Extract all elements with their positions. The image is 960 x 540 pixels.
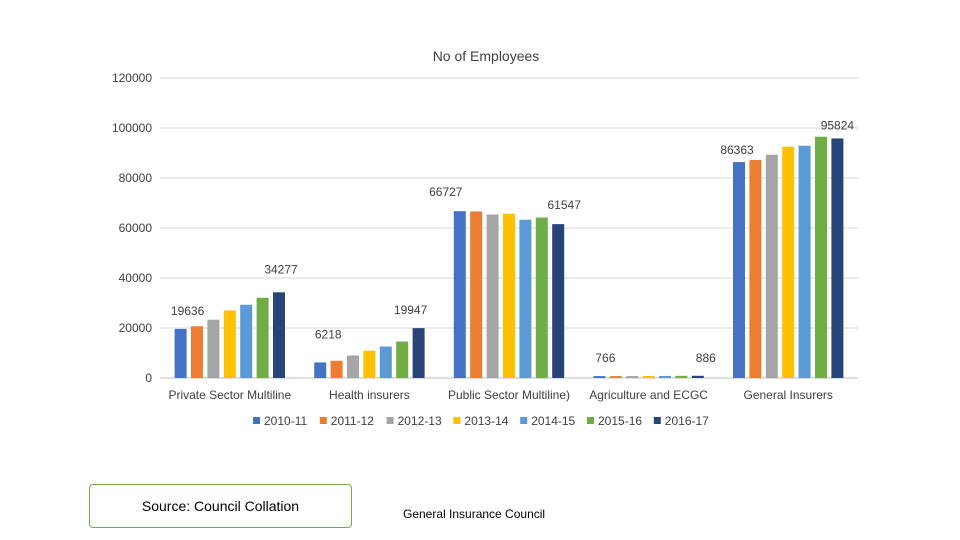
- legend-label: 2011-12: [331, 414, 374, 428]
- legend-label: 2010-11: [264, 414, 307, 428]
- data-label: 34277: [264, 262, 298, 276]
- bar-2015-16: [396, 341, 409, 378]
- bar-2011-12: [609, 376, 622, 378]
- legend: 2010-11 2011-12 2012-13 2013-14 2014-15 2015-…: [253, 414, 709, 428]
- bar-2013-14: [503, 213, 515, 378]
- legend-label: 2016-17: [665, 414, 709, 428]
- data-label: 766: [595, 351, 615, 365]
- bar-2010-11: [314, 362, 327, 378]
- y-tick-label: 100000: [112, 121, 152, 135]
- bar-2012-13: [207, 319, 220, 378]
- category-label: Agriculture and ECGC: [589, 388, 708, 402]
- legend-label: 2014-15: [531, 414, 575, 428]
- bar-2010-11: [593, 376, 606, 378]
- data-label: 19636: [171, 304, 205, 318]
- bar-2013-14: [363, 350, 376, 378]
- legend-swatch: [587, 417, 594, 424]
- legend-swatch: [319, 417, 327, 424]
- source-text: Source: Council Collation: [141, 498, 300, 514]
- bar-2016-17: [412, 328, 425, 378]
- y-tick-label: 80000: [119, 171, 153, 185]
- y-tick-label: 0: [145, 371, 152, 385]
- category-label: Public Sector Multiline): [448, 388, 570, 402]
- bar-2012-13: [347, 355, 359, 378]
- category-label: Health insurers: [329, 388, 410, 402]
- bar-2012-13: [765, 154, 778, 378]
- y-tick-label: 40000: [119, 271, 153, 285]
- bar-2014-15: [240, 304, 253, 378]
- bar-2015-16: [815, 136, 827, 378]
- bar-2011-12: [191, 326, 203, 378]
- footer-text: General Insurance Council: [403, 507, 546, 521]
- category-label: General Insurers: [744, 388, 833, 402]
- bar-2012-13: [486, 214, 499, 378]
- bar-2014-15: [379, 346, 392, 378]
- bar-2014-15: [519, 219, 532, 378]
- bar-2013-14: [642, 376, 655, 378]
- data-label: 6218: [315, 327, 342, 341]
- data-label: 19947: [394, 303, 428, 317]
- chart-title: No of Employees: [433, 48, 540, 64]
- bar-2010-11: [733, 162, 745, 378]
- bar-2016-17: [273, 292, 285, 378]
- data-label: 66727: [429, 185, 463, 199]
- legend-swatch: [653, 417, 661, 424]
- legend-label: 2015-16: [598, 414, 642, 428]
- bar-chart: No of Employees 0 20000 40000 60000 80000 100…: [112, 48, 858, 428]
- y-tick-label: 120000: [112, 71, 152, 85]
- category-label: Private Sector Multiline: [168, 388, 291, 402]
- bar-2016-17: [691, 375, 704, 378]
- data-label: 95824: [821, 118, 855, 132]
- bar-2014-15: [659, 375, 671, 378]
- legend-swatch: [386, 417, 394, 424]
- bar-2016-17: [831, 138, 844, 378]
- bar-2013-14: [782, 146, 795, 378]
- legend-swatch: [253, 417, 260, 424]
- bar-2013-14: [223, 310, 236, 378]
- source-box: Source: Council Collation: [89, 484, 352, 528]
- data-label: 86363: [720, 143, 754, 157]
- bar-2011-12: [749, 160, 762, 378]
- bar-2015-16: [675, 375, 688, 378]
- legend-swatch: [520, 417, 528, 424]
- bar-2011-12: [470, 211, 483, 378]
- bar-2016-17: [552, 224, 565, 378]
- bar-2015-16: [535, 217, 548, 378]
- legend-swatch: [453, 417, 461, 424]
- y-tick-label: 20000: [119, 321, 153, 335]
- bar-2012-13: [626, 376, 639, 378]
- legend-label: 2012-13: [398, 414, 442, 428]
- data-label: 886: [696, 351, 716, 365]
- bar-2014-15: [798, 145, 811, 378]
- data-label: 61547: [548, 198, 582, 212]
- y-tick-label: 60000: [119, 221, 153, 235]
- bar-2015-16: [256, 297, 269, 378]
- bar-2011-12: [330, 360, 343, 378]
- bar-2010-11: [174, 328, 187, 378]
- bar-2010-11: [453, 211, 466, 378]
- legend-label: 2013-14: [464, 414, 508, 428]
